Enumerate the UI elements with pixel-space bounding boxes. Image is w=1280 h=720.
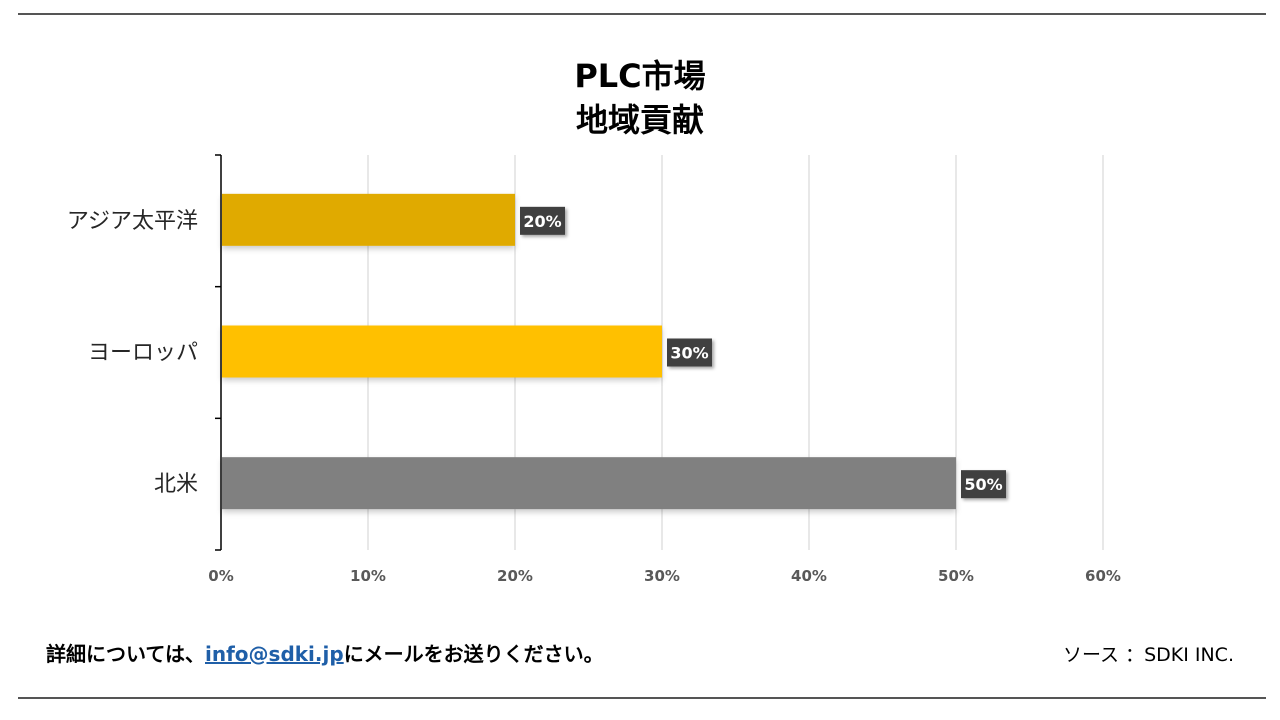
x-tick-label: 0% xyxy=(208,567,233,585)
bar-3 xyxy=(222,457,956,510)
bar-2 xyxy=(222,325,662,378)
x-tick-label: 40% xyxy=(791,567,827,585)
chart-title-line2: 地域貢献 xyxy=(575,101,704,139)
chart-title-line1: PLC市場 xyxy=(574,57,706,95)
category-label: アジア太平洋 xyxy=(67,209,198,234)
bottom-divider xyxy=(18,697,1266,699)
value-label-box xyxy=(520,206,565,235)
value-label: 20% xyxy=(523,212,561,231)
value-label-box xyxy=(667,338,712,367)
x-tick-label: 10% xyxy=(350,567,386,585)
x-tick-label: 60% xyxy=(1085,567,1121,585)
contact-email-link[interactable]: info@sdki.jp xyxy=(205,642,344,666)
value-label: 50% xyxy=(964,475,1002,494)
contact-note: 詳細については、info@sdki.jpにメールをお送りください。 xyxy=(46,638,604,667)
value-label: 30% xyxy=(670,344,708,363)
contact-suffix: にメールをお送りください。 xyxy=(343,642,604,666)
category-label: ヨーロッパ xyxy=(88,341,198,366)
value-label-box xyxy=(961,470,1006,499)
top-divider xyxy=(18,13,1266,15)
x-tick-label: 30% xyxy=(644,567,680,585)
contact-prefix: 詳細については、 xyxy=(46,642,205,666)
bar-1 xyxy=(222,193,515,246)
category-label: 北米 xyxy=(154,472,198,497)
x-tick-label: 20% xyxy=(497,567,533,585)
source-note: ソース ：SDKI INC. xyxy=(1062,644,1234,666)
x-tick-label: 50% xyxy=(938,567,974,585)
